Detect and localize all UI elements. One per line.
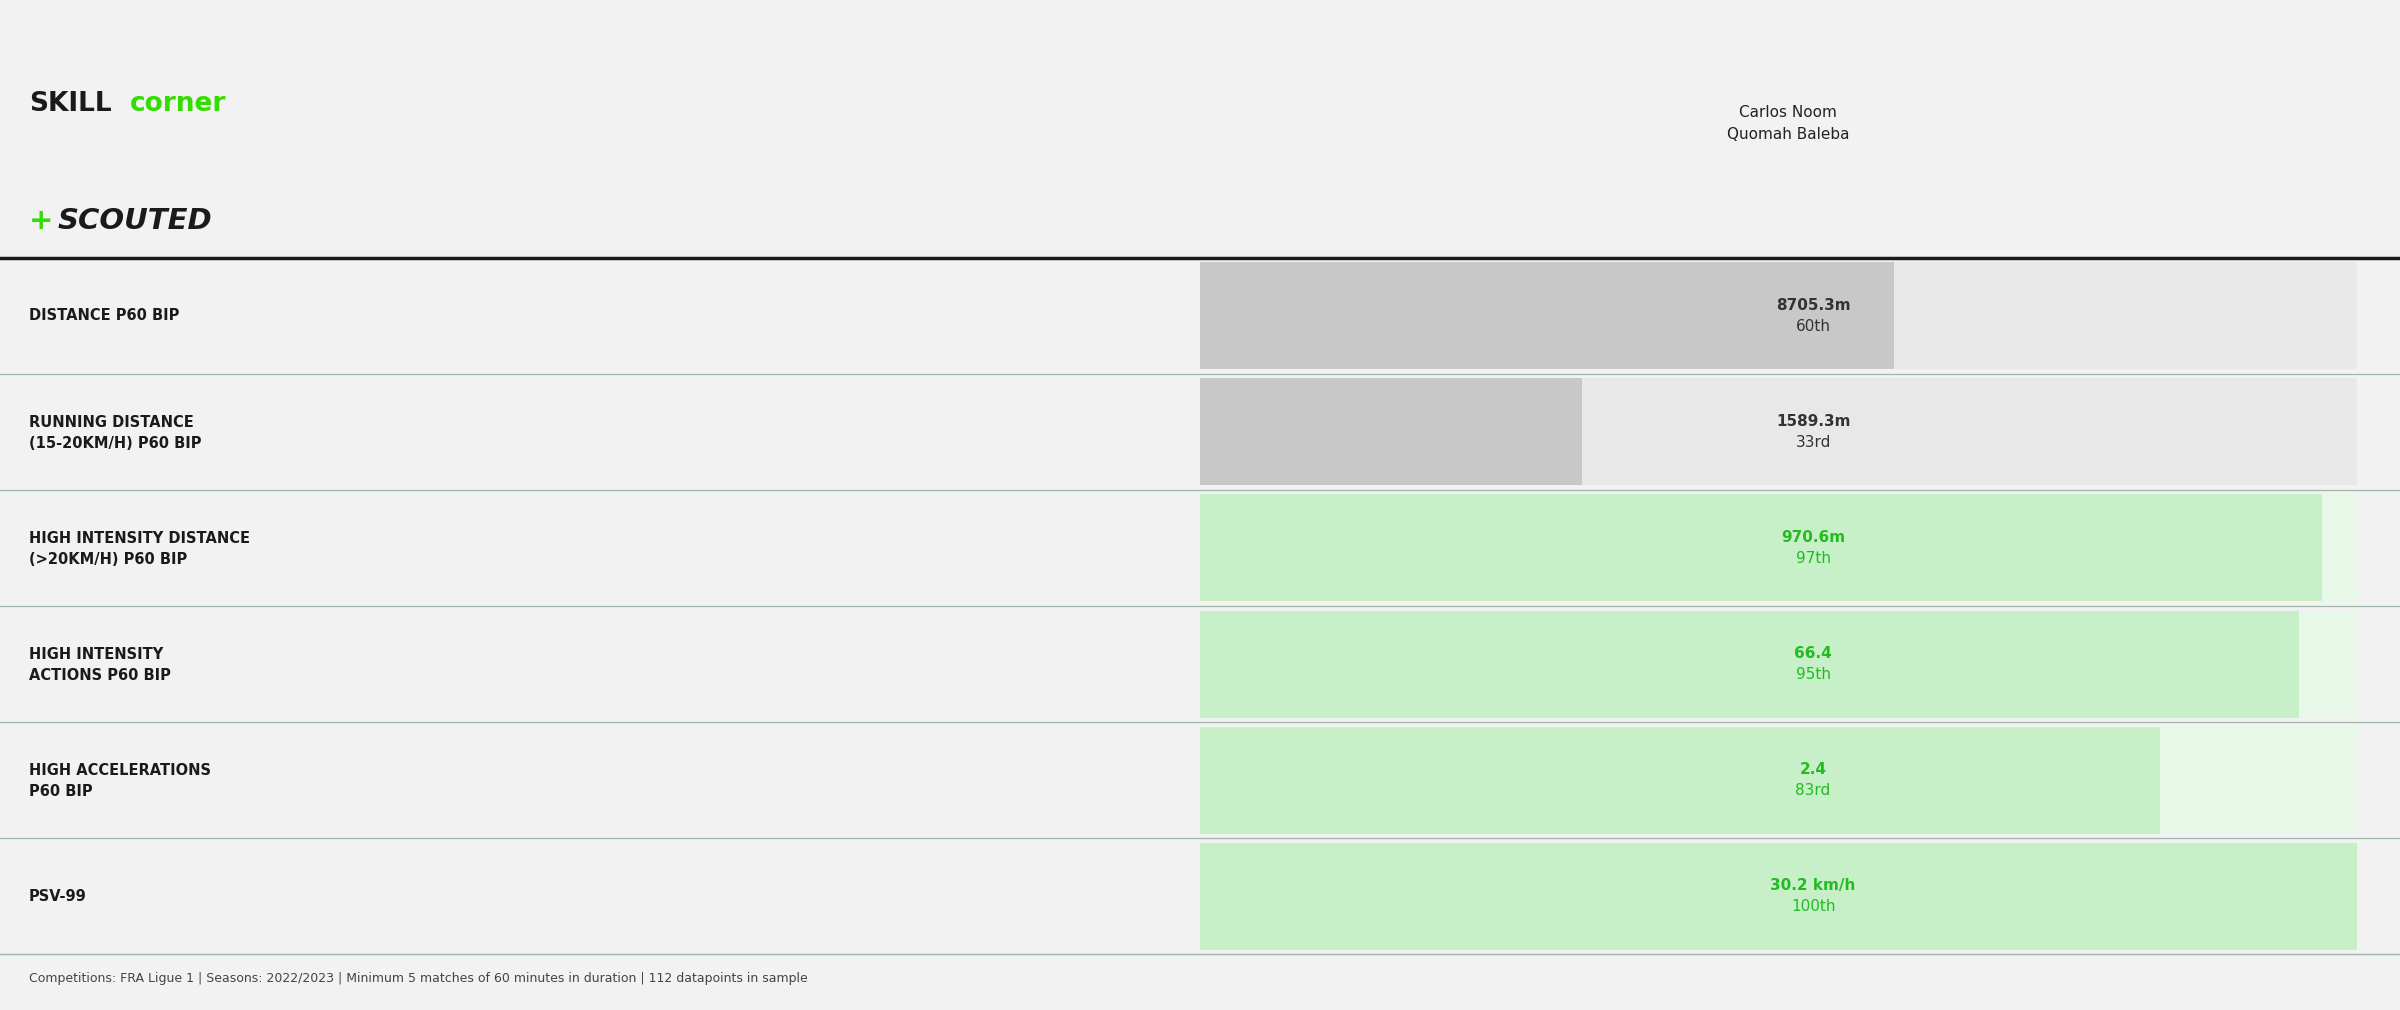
Text: RUNNING DISTANCE: RUNNING DISTANCE (29, 415, 194, 430)
Text: corner: corner (130, 91, 226, 117)
Text: (15-20KM/H) P60 BIP: (15-20KM/H) P60 BIP (29, 436, 202, 450)
Text: 2.4: 2.4 (1800, 763, 1826, 778)
Bar (1200, 611, 2299, 717)
Bar (1200, 379, 2357, 485)
Text: 970.6m: 970.6m (1781, 530, 1846, 545)
Bar (1200, 843, 2357, 949)
Text: (>20KM/H) P60 BIP: (>20KM/H) P60 BIP (29, 552, 187, 567)
Text: HIGH ACCELERATIONS: HIGH ACCELERATIONS (29, 764, 211, 779)
Bar (1200, 379, 1582, 485)
Text: HIGH INTENSITY: HIGH INTENSITY (29, 647, 163, 663)
Text: 83rd: 83rd (1795, 783, 1831, 798)
Text: Carlos Noom
Quomah Baleba: Carlos Noom Quomah Baleba (1726, 105, 1850, 142)
Text: SKILL: SKILL (29, 91, 110, 117)
Bar (1200, 727, 2357, 833)
Bar (1200, 263, 2357, 369)
Text: DISTANCE P60 BIP: DISTANCE P60 BIP (29, 308, 180, 323)
Bar (1200, 727, 2160, 833)
Text: PSV-99: PSV-99 (29, 889, 86, 904)
Text: 8705.3m: 8705.3m (1776, 298, 1850, 313)
Bar (1200, 843, 2357, 949)
Bar (1200, 611, 2357, 717)
Bar (1200, 263, 1894, 369)
Text: 60th: 60th (1795, 318, 1831, 333)
Text: SCOUTED: SCOUTED (58, 207, 211, 235)
Text: HIGH INTENSITY DISTANCE: HIGH INTENSITY DISTANCE (29, 531, 250, 546)
Text: 100th: 100th (1790, 899, 1836, 914)
Text: 97th: 97th (1795, 550, 1831, 566)
Text: Competitions: FRA Ligue 1 | Seasons: 2022/2023 | Minimum 5 matches of 60 minutes: Competitions: FRA Ligue 1 | Seasons: 202… (29, 972, 806, 985)
Text: 1589.3m: 1589.3m (1776, 414, 1850, 429)
Text: 33rd: 33rd (1795, 434, 1831, 449)
Text: 30.2 km/h: 30.2 km/h (1771, 879, 1855, 894)
Text: ACTIONS P60 BIP: ACTIONS P60 BIP (29, 669, 170, 683)
Text: 66.4: 66.4 (1795, 646, 1831, 662)
Text: P60 BIP: P60 BIP (29, 785, 94, 799)
Text: +: + (29, 207, 53, 235)
Bar (1200, 495, 2357, 601)
Text: 95th: 95th (1795, 667, 1831, 682)
Bar (1200, 495, 2323, 601)
